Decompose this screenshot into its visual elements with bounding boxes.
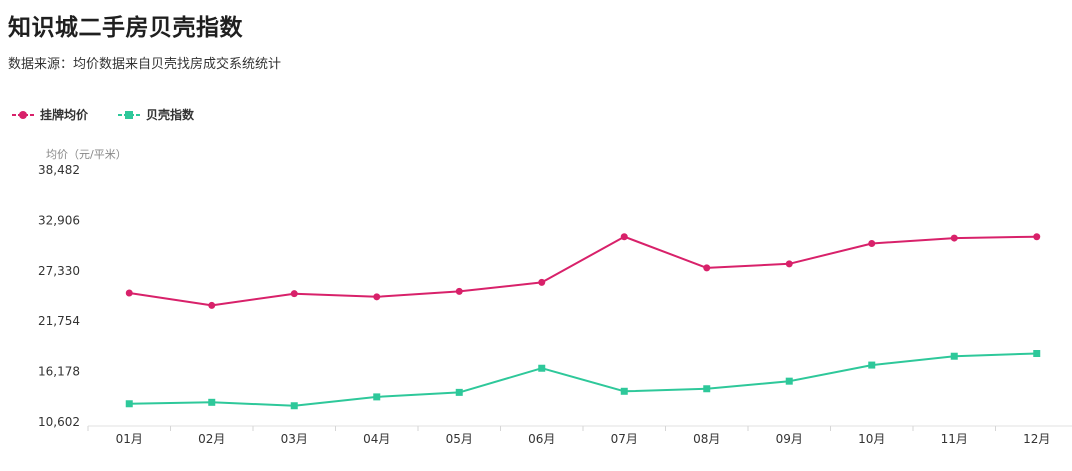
legend-item-series-1[interactable]: 贝壳指数 bbox=[118, 106, 194, 123]
legend: 挂牌均价 贝壳指数 bbox=[12, 106, 194, 123]
series-1-point bbox=[538, 364, 546, 372]
y-tick-label: 32,906 bbox=[38, 213, 80, 227]
page-title: 知识城二手房贝壳指数 bbox=[8, 15, 243, 41]
x-tick-label: 05月 bbox=[446, 432, 473, 446]
series-0-point bbox=[455, 287, 463, 295]
y-tick-label: 16,178 bbox=[38, 365, 80, 379]
series-0-point bbox=[703, 264, 711, 272]
y-tick-label: 21,754 bbox=[38, 314, 80, 328]
x-tick-label: 12月 bbox=[1023, 432, 1050, 446]
series-1-point bbox=[290, 402, 298, 410]
series-1-point bbox=[620, 387, 628, 395]
x-tick-label: 07月 bbox=[611, 432, 638, 446]
series-1-point bbox=[455, 388, 463, 396]
legend-label-series-1: 贝壳指数 bbox=[146, 108, 195, 122]
legend-item-series-0[interactable]: 挂牌均价 bbox=[12, 106, 88, 123]
y-tick-label: 27,330 bbox=[38, 264, 80, 278]
x-tick-label: 04月 bbox=[363, 432, 390, 446]
series-0-point bbox=[208, 301, 216, 309]
series-1-point bbox=[125, 400, 133, 408]
x-tick-label: 10月 bbox=[858, 432, 885, 446]
series-1-point bbox=[208, 398, 216, 406]
series-0-point bbox=[1033, 233, 1041, 241]
x-tick-label: 11月 bbox=[941, 432, 968, 446]
series-1-point bbox=[950, 352, 958, 360]
series-0-point bbox=[868, 240, 876, 248]
page-subtitle: 数据来源：均价数据来自贝壳找房成交系统统计 bbox=[8, 57, 282, 72]
series-0-point bbox=[785, 260, 793, 268]
legend-marker-circle-icon bbox=[12, 110, 34, 119]
x-tick-label: 02月 bbox=[198, 432, 225, 446]
series-1-point bbox=[1033, 350, 1041, 358]
series-1-point bbox=[868, 361, 876, 369]
series-0-point bbox=[950, 234, 958, 242]
x-tick-label: 08月 bbox=[693, 432, 720, 446]
y-tick-label: 38,482 bbox=[38, 163, 80, 177]
series-0-point bbox=[373, 293, 381, 301]
x-tick-label: 06月 bbox=[528, 432, 555, 446]
x-tick-label: 03月 bbox=[281, 432, 308, 446]
series-line-1 bbox=[129, 352, 1037, 407]
legend-label-series-0: 挂牌均价 bbox=[40, 108, 89, 122]
series-1-point bbox=[785, 377, 793, 385]
series-0-point bbox=[620, 233, 628, 241]
series-0-point bbox=[125, 289, 133, 297]
series-1-point bbox=[703, 385, 711, 393]
series-0-point bbox=[290, 290, 298, 298]
series-line-0 bbox=[129, 235, 1037, 307]
series-1-point bbox=[373, 393, 381, 401]
y-tick-label: 10,602 bbox=[38, 415, 80, 429]
y-axis-label: 均价（元/平米） bbox=[46, 148, 127, 161]
series-0-point bbox=[538, 278, 546, 286]
x-tick-label: 01月 bbox=[116, 432, 143, 446]
legend-marker-square-icon bbox=[118, 110, 141, 119]
x-tick-label: 09月 bbox=[776, 432, 803, 446]
